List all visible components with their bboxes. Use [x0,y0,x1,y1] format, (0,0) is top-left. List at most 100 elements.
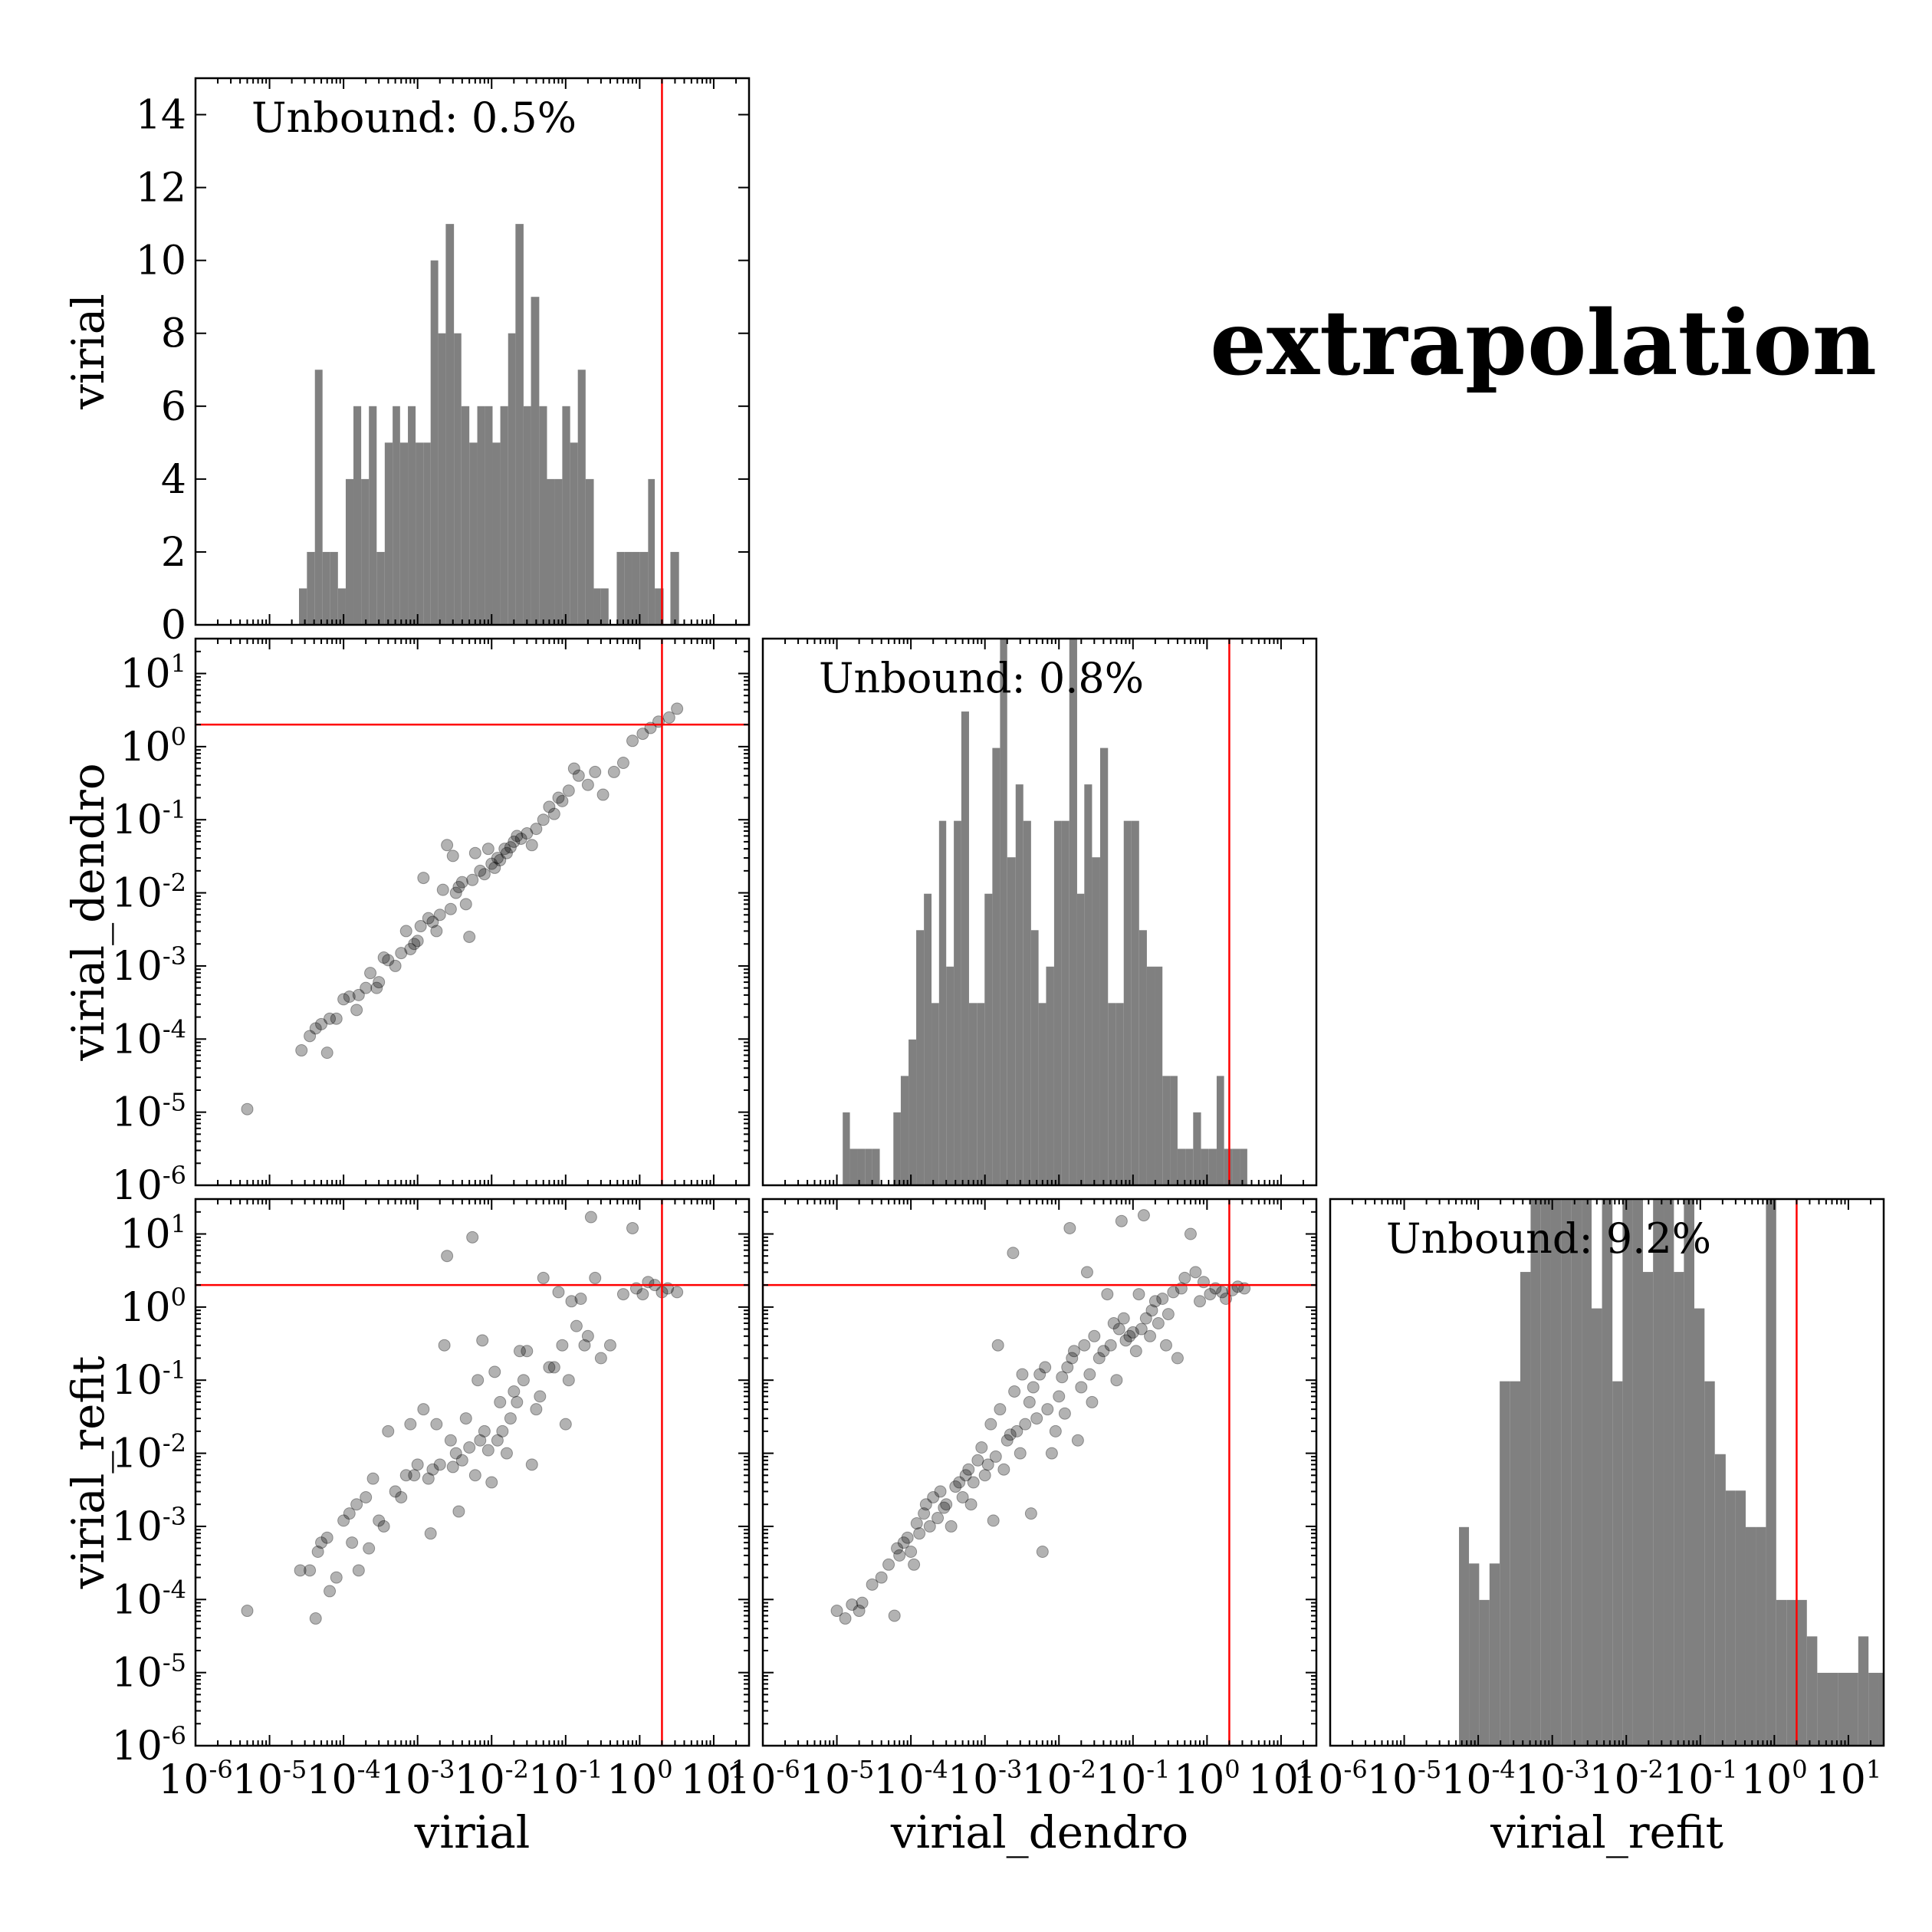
histogram-bar [1571,1199,1582,1746]
histogram-bar [1612,1381,1623,1746]
scatter-point [962,1463,975,1476]
scatter-point [1004,1428,1017,1441]
histogram-bar [1007,857,1016,1185]
y-tick-label: 0 [161,603,186,649]
histogram-bar [909,1039,917,1185]
scatter-point [504,841,517,854]
scatter-point [953,1476,966,1489]
scatter-point [567,762,580,775]
x-tick-label: 100 [606,1755,673,1803]
histogram-bar [469,442,478,625]
histogram-bar [1099,748,1109,1185]
histogram-bar [562,406,570,625]
histogram-bar [547,478,555,625]
unbound-annotation: Unbound: 9.2% [1386,1214,1711,1263]
scatter-point [488,1365,501,1378]
histogram-bar [648,478,656,625]
scatter-point [901,1531,914,1544]
scatter-point [360,1490,373,1503]
x-tick-label: 101 [681,1755,748,1803]
histogram-bar [1817,1672,1828,1746]
scatter-point [452,881,465,894]
scatter-point [1204,1288,1217,1301]
scatter-point [500,846,513,859]
histogram-bar [1858,1636,1869,1746]
histogram-bar [477,406,485,625]
histogram-bar [1806,1636,1818,1746]
histogram-bar [916,930,925,1185]
scatter-point [472,1374,485,1387]
x-tick-label: 101 [1248,1755,1315,1803]
panel-frame [761,637,1318,1187]
y-tick-label: 10-2 [112,1429,186,1477]
histogram-bar [1674,1272,1684,1746]
scatter-point [511,1395,524,1408]
scatter-point [534,1390,547,1403]
scatter-point [463,930,476,943]
histogram-bar [1868,1672,1879,1746]
scatter-point [476,1334,489,1347]
scatter-point [452,1505,465,1518]
histogram-bar [893,1112,901,1185]
scatter-point [478,868,491,881]
scatter-point [1119,1334,1132,1347]
scatter-point [905,1545,918,1558]
histogram-bar [1632,1199,1644,1746]
histogram-bar [1510,1381,1520,1746]
histogram-panel-virial_dendro: Unbound: 0.8% [761,637,1318,1187]
scatter-point [967,1476,980,1489]
y-tick-label: 10-1 [112,1355,186,1404]
histogram-bar [1592,1308,1602,1746]
scatter-point [1152,1317,1165,1330]
scatter-point [671,1286,684,1299]
scatter-point [910,1516,923,1530]
histogram-bar [1714,1454,1726,1746]
scatter-point [417,1403,430,1416]
histogram-bar [361,478,370,625]
histogram-bar [1776,1599,1787,1746]
scatter-point [408,1469,421,1482]
histogram-bar [924,893,932,1185]
scatter-point [377,951,390,964]
scatter-point [346,1536,359,1549]
histogram-bar [624,551,632,625]
histogram-bars [298,224,679,625]
x-tick-label: 10-1 [1096,1755,1170,1803]
scatter-point [581,778,594,791]
scatter-point [1231,1280,1244,1293]
histogram-bar [515,224,524,625]
scatter-point [584,1211,597,1224]
histogram-bar [1240,1148,1247,1185]
scatter-point [324,1012,337,1025]
scatter-point [481,1444,495,1457]
scatter-point [1144,1329,1157,1342]
histogram-bar [1232,1148,1240,1185]
histogram-bar [1530,1199,1541,1746]
histogram-bar [1796,1599,1807,1746]
histogram-bar [1479,1599,1490,1746]
scatter-point [1184,1227,1197,1240]
scatter-point [438,1339,451,1352]
scatter-point [572,769,585,782]
histogram-bar [1540,1199,1551,1746]
scatter-point [987,1514,1000,1527]
histogram-bar [954,820,961,1185]
histogram-bar [1622,1199,1633,1746]
scatter-point [241,1605,254,1618]
histogram-bar [307,551,315,625]
histogram-bar [1224,1148,1233,1185]
histogram-bar [938,820,947,1185]
scatter-point [311,1545,324,1558]
scatter-point [1178,1271,1191,1284]
histogram-bar [423,442,431,625]
histogram-bar [655,588,664,625]
histogram-bar [1038,1003,1046,1185]
histogram-bar [1092,857,1100,1185]
scatter-point [488,861,501,874]
y-axis-title-virial_refit: virial_refit [62,1356,114,1590]
scatter-point [496,1424,509,1438]
histogram-bar [492,442,501,625]
scatter-point [521,1345,534,1358]
histogram-bar [322,551,330,625]
scatter-point [919,1498,932,1511]
